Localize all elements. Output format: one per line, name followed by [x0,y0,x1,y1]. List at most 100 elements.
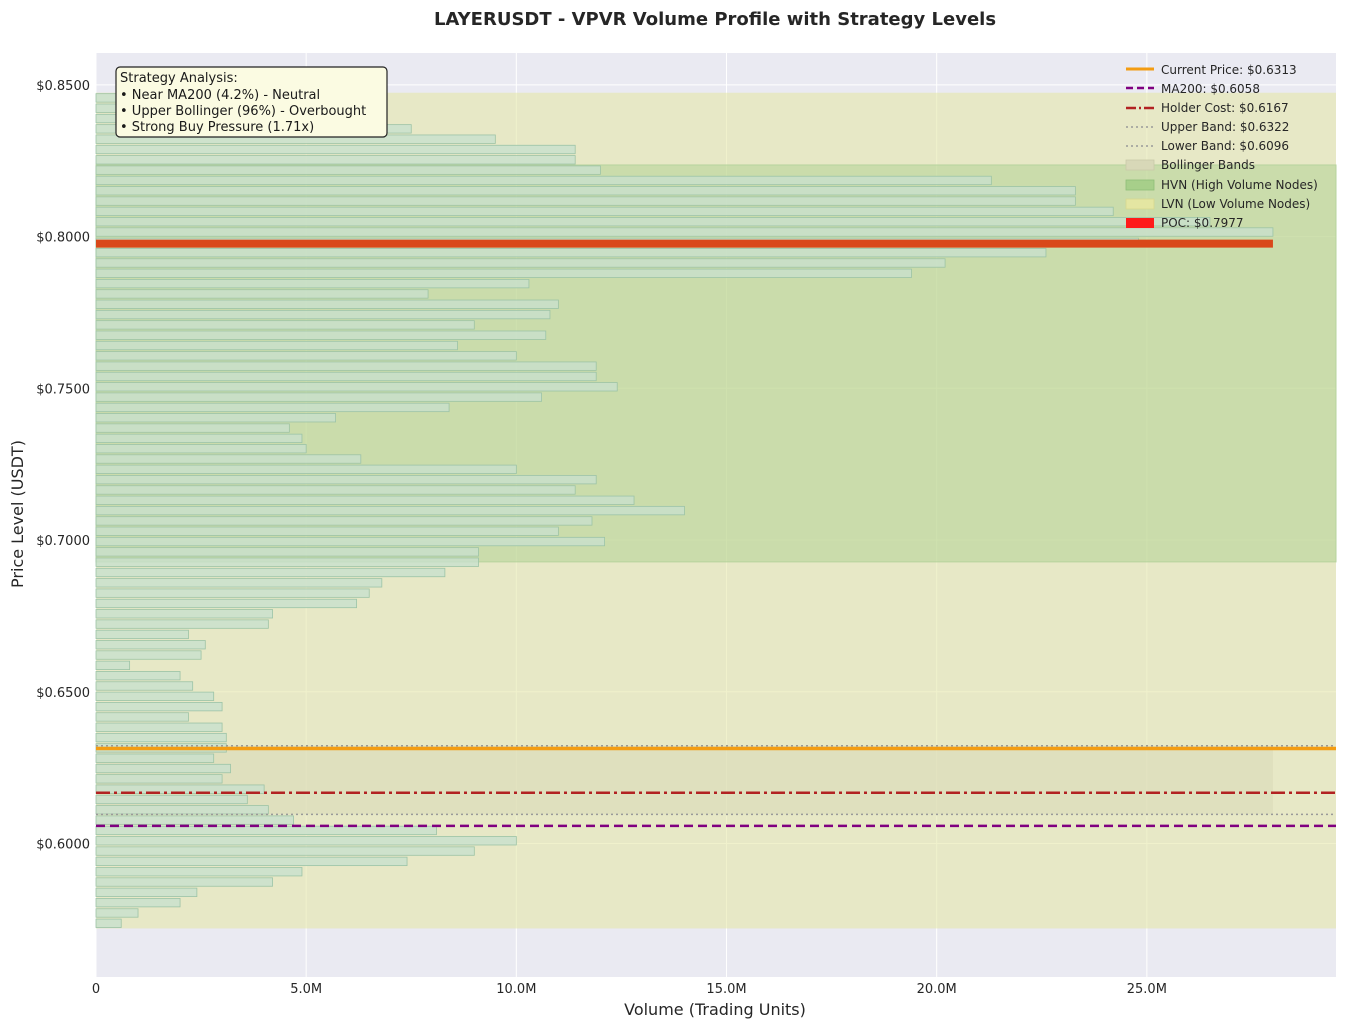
volume-bar [95,619,269,629]
volume-bar [95,371,597,382]
volume-bar [95,557,479,567]
volume-bar [95,588,370,598]
strategy-level-lines [96,239,1336,828]
volume-bar [95,423,290,433]
volume-bar [95,186,1076,196]
volume-bar [95,763,231,774]
volume-bar [95,413,336,423]
volume-bar [95,856,408,867]
volume-bar [95,753,215,763]
volume-bar [95,485,576,495]
legend-current-price: Current Price: $0.6313 [1161,63,1297,77]
annotation-line-1: • Near MA200 (4.2%) - Neutral [120,88,320,103]
volume-bar [95,805,269,815]
annotation-heading: Strategy Analysis: [120,71,238,86]
volume-bar [95,330,547,340]
volume-bar [95,196,1076,206]
volume-bar [95,701,223,712]
volume-bar [95,887,198,897]
y-tick-label: $0.6000 [36,837,90,852]
volume-bar [95,382,618,392]
legend-poc: POC: $0.7977 [1161,216,1244,230]
volume-bar [95,918,122,928]
volume-bar [95,248,1047,258]
volume-bar [95,877,273,887]
volume-bar [95,671,181,681]
volume-bar [95,320,475,330]
volume-bar [95,165,601,175]
volume-bar [95,402,450,413]
volume-bar [95,258,946,268]
volume-bar [95,691,215,701]
annotation-frame [115,66,388,138]
legend-holder-cost: Holder Cost: $0.6167 [1161,101,1289,115]
volume-bar [95,650,202,660]
volume-bar [95,340,458,351]
legend-swatch-bollinger [1125,159,1155,171]
volume-bar [95,278,530,289]
volume-bar [95,681,194,691]
legend: Current Price: $0.6313 MA200: $0.6058 Ho… [1125,63,1318,230]
legend-swatch-poc [1126,218,1154,228]
volume-bar [95,144,576,155]
volume-bar [95,217,1211,227]
y-axis-ticks: $0.8500 $0.8000 $0.7500 $0.7000 $0.6500 $0.60… [36,79,90,853]
volume-bar [95,547,479,557]
volume-bar [95,526,559,536]
volume-bar [95,268,912,278]
volume-bar [95,536,606,547]
volume-bar [95,578,383,588]
volume-bar [95,495,635,505]
volume-bar [95,640,206,650]
y-tick-label: $0.6500 [36,686,90,701]
volume-bar [95,867,303,877]
x-axis-label: Volume (Trading Units) [624,1000,806,1019]
legend-ma200: MA200: $0.6058 [1161,82,1260,96]
volume-bar [95,732,227,743]
volume-bar [95,598,358,609]
legend-swatch-hvn [1125,179,1155,191]
legend-lower-band: Lower Band: $0.6096 [1161,139,1289,153]
x-axis-ticks: 0 5.0M 10.0M 15.0M 20.0M 25.0M [92,982,1167,997]
volume-bar [95,825,437,836]
volume-bar [95,815,294,825]
volume-bar [95,361,597,371]
volume-bar [95,774,223,784]
volume-bar [95,475,597,485]
volume-bar [95,175,992,186]
volume-bar [95,712,189,722]
legend-lvn: LVN (Low Volume Nodes) [1161,197,1310,211]
volume-bar [95,516,593,526]
x-tick-label: 10.0M [496,982,536,997]
legend-bollinger: Bollinger Bands [1161,158,1255,172]
volume-bar [95,289,429,299]
y-tick-label: $0.8000 [36,231,90,246]
x-tick-label: 15.0M [706,982,746,997]
volume-bar [95,299,559,309]
legend-upper-band: Upper Band: $0.6322 [1161,120,1289,134]
volume-bar [95,629,189,640]
volume-bar [95,722,223,732]
volume-bar [95,898,181,908]
volume-bar [95,836,517,846]
chart-title: LAYERUSDT - VPVR Volume Profile with Str… [434,9,996,30]
y-tick-label: $0.7500 [36,382,90,397]
volume-bar [95,609,273,619]
volume-bar [95,567,446,578]
x-tick-label: 5.0M [290,982,322,997]
volume-bar [95,454,362,464]
y-axis-label: Price Level (USDT) [8,440,27,588]
volume-bar [95,794,248,805]
x-tick-label: 25.0M [1127,982,1167,997]
volume-bar [95,444,307,454]
y-tick-label: $0.8500 [36,79,90,94]
volume-bar [95,660,131,670]
volume-bar [95,908,139,918]
x-tick-label: 0 [92,982,100,997]
volume-bar [95,206,1114,217]
volume-bar [95,392,542,402]
volume-bar [95,227,1274,237]
strategy-analysis-box: Strategy Analysis: • Near MA200 (4.2%) -… [115,66,388,138]
volume-bar [95,846,475,856]
